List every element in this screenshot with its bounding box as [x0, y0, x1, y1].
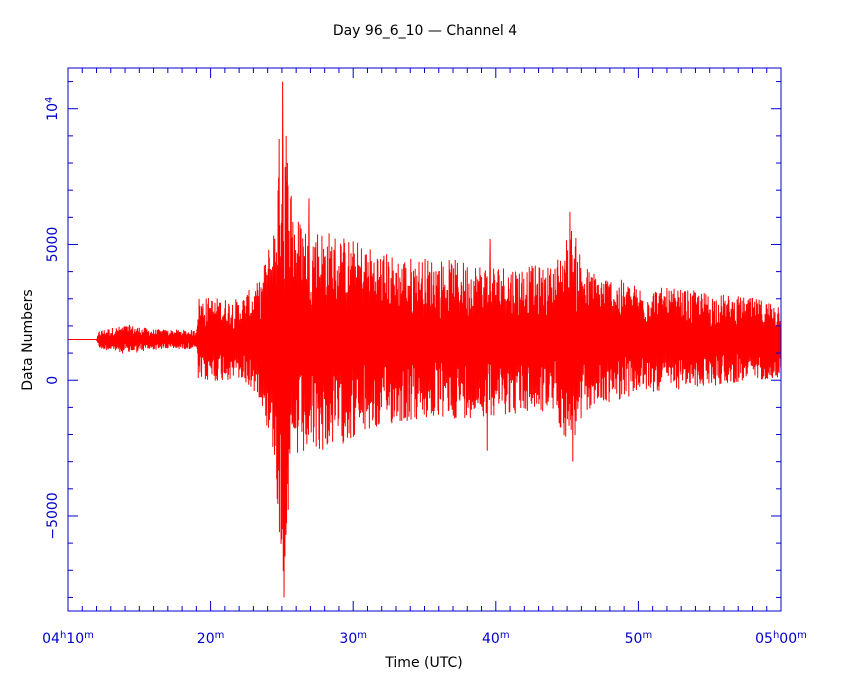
x-tick-label: 50m — [625, 630, 653, 648]
trace-layer — [68, 81, 782, 598]
x-tick-label: 04h10m — [42, 630, 94, 648]
x-tick-label: 20m — [197, 630, 225, 648]
y-tick-label: −5000 — [45, 492, 61, 539]
seismogram-trace — [68, 81, 782, 598]
y-tick-label: 5000 — [45, 227, 61, 263]
y-tick-label: 0 — [45, 376, 61, 385]
ticks-layer: 04h10m 20m 30m 40m 50m 05h00m −5000 0 5000 104 — [42, 68, 807, 647]
chart-title: Day 96_6_10 — Channel 4 — [333, 23, 517, 39]
x-tick-label: 30m — [339, 630, 367, 648]
y-axis-label: Data Numbers — [20, 289, 36, 390]
y-tick-label: 104 — [44, 97, 62, 121]
x-tick-label: 40m — [482, 630, 510, 648]
x-tick-label: 05h00m — [755, 630, 807, 648]
x-axis-label: Time (UTC) — [384, 655, 462, 671]
